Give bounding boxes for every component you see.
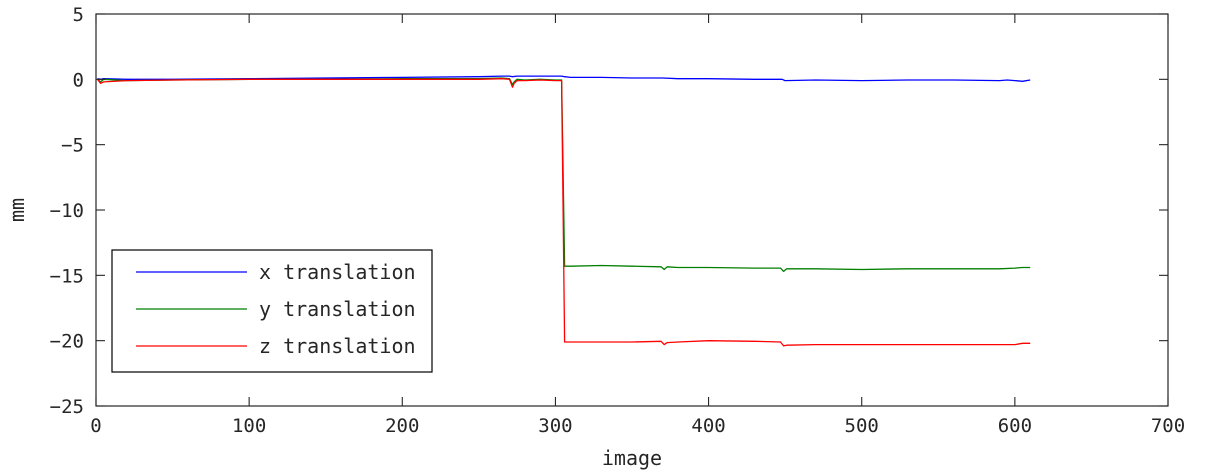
y-tick-label: −5	[61, 135, 84, 157]
x-tick-label: 600	[998, 415, 1032, 437]
legend-entry: x translation	[136, 260, 416, 284]
legend-label-x-translation: x translation	[259, 260, 416, 284]
legend-entry: y translation	[136, 297, 416, 321]
y-tick-label: −15	[50, 265, 84, 287]
x-tick-label: 400	[691, 415, 725, 437]
x-tick-label: 200	[385, 415, 419, 437]
x-tick-label: 300	[538, 415, 572, 437]
series-line-x-translation	[97, 75, 1031, 82]
legend-entry: z translation	[136, 334, 416, 358]
series-line-z-translation	[96, 78, 1031, 347]
x-tick-label: 100	[232, 415, 266, 437]
y-tick-label: −20	[50, 331, 84, 353]
y-tick-label: −25	[50, 396, 84, 418]
axis-tick-labels: 0 100 200 300 400 500 600 700 5 0 −5 −10 −15 −20 −25	[50, 4, 1185, 437]
x-tick-label: 0	[90, 415, 101, 437]
series-layer	[96, 75, 1031, 347]
axis-ticks	[95, 13, 1169, 407]
legend-label-y-translation: y translation	[259, 297, 416, 321]
x-axis-label: image	[602, 446, 662, 470]
y-tick-label: 0	[73, 69, 84, 91]
y-tick-label: 5	[73, 4, 84, 26]
x-tick-label: 700	[1151, 415, 1185, 437]
legend-box	[111, 249, 433, 373]
legend-label-z-translation: z translation	[259, 334, 416, 358]
y-axis-label: mm	[5, 198, 29, 222]
legend: x translation y translation z translatio…	[111, 249, 433, 373]
y-tick-label: −10	[50, 200, 84, 222]
x-tick-label: 500	[845, 415, 879, 437]
